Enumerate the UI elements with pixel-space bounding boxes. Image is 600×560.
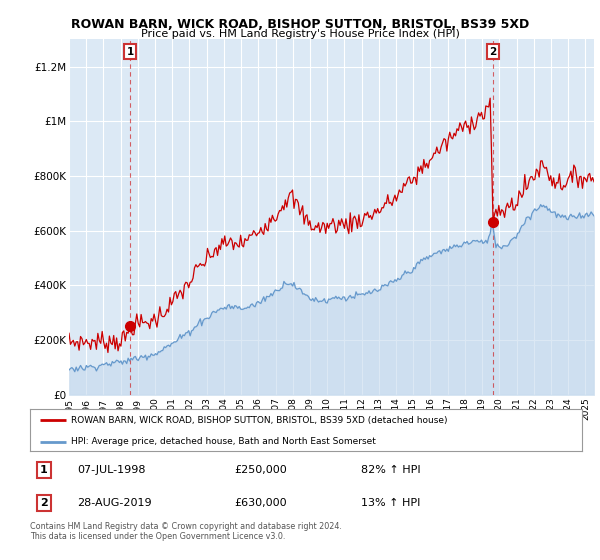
- Text: 28-AUG-2019: 28-AUG-2019: [77, 498, 152, 508]
- Text: ROWAN BARN, WICK ROAD, BISHOP SUTTON, BRISTOL, BS39 5XD: ROWAN BARN, WICK ROAD, BISHOP SUTTON, BR…: [71, 18, 529, 31]
- Text: 2: 2: [489, 46, 496, 57]
- Text: 1: 1: [127, 46, 134, 57]
- Text: Contains HM Land Registry data © Crown copyright and database right 2024.
This d: Contains HM Land Registry data © Crown c…: [30, 522, 342, 542]
- Text: Price paid vs. HM Land Registry's House Price Index (HPI): Price paid vs. HM Land Registry's House …: [140, 29, 460, 39]
- Text: £250,000: £250,000: [234, 465, 287, 475]
- Text: 13% ↑ HPI: 13% ↑ HPI: [361, 498, 421, 508]
- Text: £630,000: £630,000: [234, 498, 287, 508]
- Text: 2: 2: [40, 498, 47, 508]
- Text: 1: 1: [40, 465, 47, 475]
- Text: 07-JUL-1998: 07-JUL-1998: [77, 465, 145, 475]
- Text: ROWAN BARN, WICK ROAD, BISHOP SUTTON, BRISTOL, BS39 5XD (detached house): ROWAN BARN, WICK ROAD, BISHOP SUTTON, BR…: [71, 416, 448, 424]
- Text: HPI: Average price, detached house, Bath and North East Somerset: HPI: Average price, detached house, Bath…: [71, 437, 376, 446]
- Text: 82% ↑ HPI: 82% ↑ HPI: [361, 465, 421, 475]
